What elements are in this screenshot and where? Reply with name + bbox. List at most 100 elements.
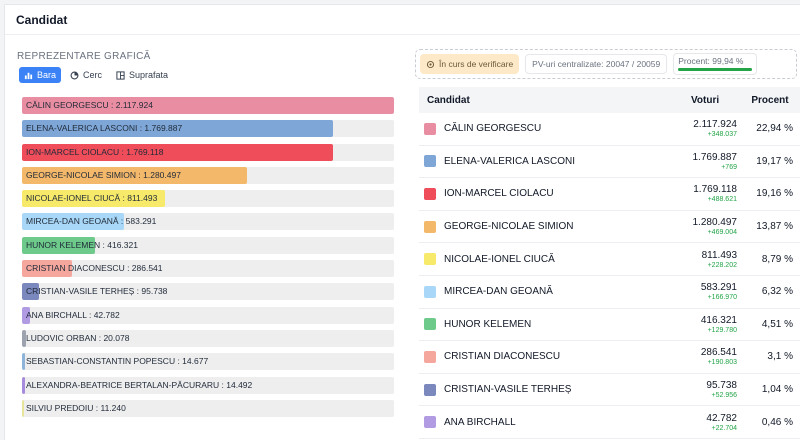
bar-label: MIRCEA-DAN GEOANĂ : 583.291 <box>26 216 157 227</box>
bar-row[interactable]: ANA BIRCHALL : 42.782 <box>22 306 394 324</box>
status-bar: În curs de verificare PV-uri centralizat… <box>415 49 797 79</box>
bar-mark <box>22 166 247 184</box>
table-row[interactable]: ANA BIRCHALL 42.782 +22.704 0,46 % <box>419 406 800 439</box>
votes-cell: 1.769.887 +769 <box>669 152 738 171</box>
tab-bar[interactable]: Bara <box>19 67 62 83</box>
candidate-color-swatch <box>424 253 436 266</box>
bar-label: GEORGE-NICOLAE SIMION : 1.280.497 <box>26 169 181 180</box>
candidate-cell: NICOLAE-IONEL CIUCĂ <box>419 253 669 266</box>
bar-mark <box>22 376 25 394</box>
percent-box: Procent: 99,94 % <box>673 53 758 75</box>
bar-label: ION-MARCEL CIOLACU : 1.769.118 <box>26 146 164 157</box>
card-title: Candidat <box>16 12 68 27</box>
bar-row[interactable]: SEBASTIAN-CONSTANTIN POPESCU : 14.677 <box>22 353 394 371</box>
candidate-name: ANA BIRCHALL <box>444 416 516 428</box>
bar-row[interactable]: CRISTIAN-VASILE TERHEȘ : 95.738 <box>22 283 394 301</box>
bar-label: CRISTIAN DIACONESCU : 286.541 <box>26 263 163 274</box>
candidate-cell: CĂLIN GEORGESCU <box>419 122 669 135</box>
candidate-name: GEORGE-NICOLAE SIMION <box>444 221 574 233</box>
votes-value: 583.291 <box>700 282 737 294</box>
candidate-name: MIRCEA-DAN GEOANĂ <box>444 286 553 298</box>
percent-value: 19,16 % <box>756 188 793 200</box>
candidate-cell: ANA BIRCHALL <box>419 416 669 429</box>
votes-delta: +52.956 <box>711 392 738 400</box>
table-row[interactable]: CRISTIAN DIACONESCU 286.541 +190.803 3,1 % <box>419 341 800 374</box>
treemap-icon <box>116 70 125 80</box>
bar-mark <box>22 399 25 417</box>
card-header: Candidat <box>5 5 800 35</box>
bar-row[interactable]: GEORGE-NICOLAE SIMION : 1.280.497 <box>22 166 394 184</box>
votes-cell: 416.321 +129.780 <box>669 315 737 334</box>
pie-chart-icon <box>70 71 79 79</box>
votes-cell: 95.738 +52.956 <box>669 380 737 399</box>
bar-mark <box>22 260 73 278</box>
votes-cell: 1.280.497 +469.004 <box>669 217 738 236</box>
table-row[interactable]: MIRCEA-DAN GEOANĂ 583.291 +166.970 6,32 % <box>419 276 800 309</box>
bar-label: CRISTIAN-VASILE TERHEȘ : 95.738 <box>26 286 168 297</box>
tab-bar-label: Bara <box>37 70 57 80</box>
bar-mark <box>22 353 25 371</box>
bar-mark <box>22 306 30 324</box>
bar-row[interactable]: ION-MARCEL CIOLACU : 1.769.118 <box>22 143 394 161</box>
bar-row[interactable]: LUDOVIC ORBAN : 20.078 <box>22 329 394 347</box>
bar-row[interactable]: CRISTIAN DIACONESCU : 286.541 <box>22 260 394 278</box>
bar-label: LUDOVIC ORBAN : 20.078 <box>26 332 130 343</box>
bar-label: SILVIU PREDOIU : 11.240 <box>26 402 126 413</box>
percent-value: 22,94 % <box>756 123 793 135</box>
percent-progress-fill <box>678 68 753 71</box>
votes-value: 1.280.497 <box>692 217 738 229</box>
candidate-color-swatch <box>424 318 436 331</box>
votes-cell: 42.782 +22.704 <box>669 413 737 432</box>
table-row[interactable]: ELENA-VALERICA LASCONI 1.769.887 +769 19,17… <box>419 146 800 179</box>
bar-row[interactable]: SILVIU PREDOIU : 11.240 <box>22 399 394 417</box>
column-header-candidate[interactable]: Candidat <box>427 94 470 106</box>
bar-row[interactable]: MIRCEA-DAN GEOANĂ : 583.291 <box>22 213 394 231</box>
votes-delta: +22.704 <box>711 424 738 432</box>
votes-delta: +166.970 <box>707 294 737 302</box>
column-header-percent[interactable]: Procent <box>751 94 789 106</box>
bar-mark <box>22 213 125 231</box>
votes-delta: +488.621 <box>707 196 737 204</box>
candidate-cell: ION-MARCEL CIOLACU <box>419 187 669 200</box>
table-row[interactable]: CRISTIAN-VASILE TERHEȘ 95.738 +52.956 1,04 … <box>419 374 800 407</box>
table-row[interactable]: CĂLIN GEORGESCU 2.117.924 +348.037 22,94 % <box>419 113 800 146</box>
candidate-color-swatch <box>424 122 436 135</box>
bar-label: SEBASTIAN-CONSTANTIN POPESCU : 14.677 <box>26 356 209 367</box>
votes-value: 2.117.924 <box>693 119 737 131</box>
column-header-votes[interactable]: Voturi <box>691 94 720 106</box>
bar-label: ALEXANDRA-BEATRICE BERTALAN-PĂCURARU : 1… <box>26 379 253 390</box>
candidate-color-swatch <box>424 383 436 396</box>
chart-section-title: REPREZENTARE GRAFICĂ <box>17 51 151 62</box>
votes-cell: 811.493 +228.202 <box>669 250 737 269</box>
bar-chart-icon <box>24 72 33 79</box>
pv-count-box: PV-uri centralizate: 20047 / 20059 <box>525 54 668 74</box>
bar-label: ELENA-VALERICA LASCONI : 1.769.887 <box>26 123 183 134</box>
votes-value: 1.769.118 <box>693 184 737 196</box>
percent-value: 8,79 % <box>761 253 793 265</box>
bar-mark <box>22 329 26 347</box>
candidate-color-swatch <box>424 285 436 298</box>
votes-cell: 1.769.118 +488.621 <box>669 184 737 203</box>
votes-value: 42.782 <box>706 412 737 424</box>
votes-delta: +129.780 <box>707 326 737 334</box>
tab-circle[interactable]: Cerc <box>65 67 107 83</box>
tab-circle-label: Cerc <box>83 70 103 80</box>
candidate-name: HUNOR KELEMEN <box>444 318 532 330</box>
table-row[interactable]: HUNOR KELEMEN 416.321 +129.780 4,51 % <box>419 309 800 342</box>
table-header: Candidat Voturi Procent <box>419 87 800 113</box>
tab-area[interactable]: Suprafata <box>111 67 173 83</box>
table-row[interactable]: ION-MARCEL CIOLACU 1.769.118 +488.621 19,16… <box>419 178 800 211</box>
bar-row[interactable]: ELENA-VALERICA LASCONI : 1.769.887 <box>22 120 394 138</box>
bar-row[interactable]: NICOLAE-IONEL CIUCĂ : 811.493 <box>22 190 394 208</box>
candidate-name: ELENA-VALERICA LASCONI <box>444 155 575 167</box>
table-row[interactable]: NICOLAE-IONEL CIUCĂ 811.493 +228.202 8,79 % <box>419 243 800 276</box>
candidate-color-swatch <box>424 187 436 200</box>
verification-status-label: În curs de verificare <box>439 59 514 69</box>
bar-chart: CĂLIN GEORGESCU : 2.117.924 ELENA-VALERIC… <box>22 97 394 423</box>
table-row[interactable]: GEORGE-NICOLAE SIMION 1.280.497 +469.004 13… <box>419 211 800 244</box>
votes-delta: +348.037 <box>707 131 737 139</box>
bar-row[interactable]: ALEXANDRA-BEATRICE BERTALAN-PĂCURARU : 1… <box>22 376 394 394</box>
bar-row[interactable]: HUNOR KELEMEN : 416.321 <box>22 236 394 254</box>
bar-row[interactable]: CĂLIN GEORGESCU : 2.117.924 <box>22 97 394 114</box>
votes-value: 416.321 <box>700 314 737 326</box>
